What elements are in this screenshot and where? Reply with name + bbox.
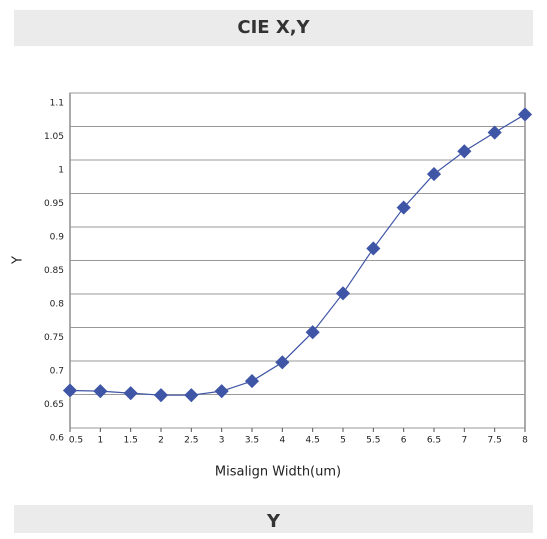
data-point bbox=[93, 384, 108, 399]
data-point bbox=[517, 107, 533, 122]
data-point bbox=[335, 286, 351, 301]
x-tick-label: 7 bbox=[461, 436, 467, 446]
data-point bbox=[366, 241, 381, 256]
data-point bbox=[396, 200, 411, 215]
x-tick-label: 6.5 bbox=[427, 436, 441, 446]
x-axis-label: Misalign Width(um) bbox=[215, 465, 341, 480]
series-line bbox=[69, 113, 526, 396]
x-tick-label: 2 bbox=[158, 436, 164, 446]
y-tick-label: 0.8 bbox=[50, 300, 65, 310]
x-tick-label: 3.5 bbox=[245, 436, 259, 446]
x-tick-label: 1 bbox=[97, 436, 103, 446]
y-tick-label: 0.65 bbox=[44, 400, 64, 410]
data-point bbox=[487, 125, 502, 140]
data-point bbox=[62, 383, 78, 398]
data-point bbox=[305, 325, 320, 340]
y-tick-label: 0.6 bbox=[50, 434, 65, 444]
data-point bbox=[184, 388, 199, 403]
y-axis-label: Y bbox=[11, 256, 26, 265]
x-tick-label: 6 bbox=[401, 436, 407, 446]
x-tick-label: 5 bbox=[340, 436, 346, 446]
x-tick-label: 0.5 bbox=[69, 436, 83, 446]
data-point bbox=[457, 144, 472, 159]
data-point bbox=[244, 374, 260, 389]
y-tick-label: 0.9 bbox=[50, 233, 65, 243]
y-tick-label: 0.75 bbox=[44, 333, 64, 343]
x-tick-label: 3 bbox=[219, 436, 225, 446]
x-tick-label: 8 bbox=[522, 436, 528, 446]
x-tick-label: 2.5 bbox=[184, 436, 198, 446]
y-tick-label: 1 bbox=[58, 166, 64, 176]
x-tick-label: 4.5 bbox=[306, 436, 320, 446]
y-tick-label: 0.85 bbox=[44, 266, 64, 276]
y-tick-label: 0.95 bbox=[44, 199, 64, 209]
x-tick-label: 1.5 bbox=[124, 436, 138, 446]
data-point bbox=[123, 386, 138, 401]
data-point bbox=[275, 355, 290, 370]
chart: Y Misalign Width(um) 0.6 0.65 0.7 0.75 0.8 0.… bbox=[11, 92, 533, 480]
header-title: CIE X,Y bbox=[14, 10, 533, 46]
footer-title: Y bbox=[14, 505, 533, 533]
x-tick-label: 5.5 bbox=[366, 436, 380, 446]
y-tick-label: 0.7 bbox=[50, 367, 64, 377]
y-tick-label: 1.05 bbox=[44, 132, 64, 142]
x-tick-label: 4 bbox=[279, 436, 285, 446]
data-point bbox=[153, 388, 169, 403]
y-tick-label: 1.1 bbox=[50, 99, 64, 109]
data-point bbox=[426, 166, 442, 182]
x-tick-label: 7.5 bbox=[488, 436, 502, 446]
data-point bbox=[214, 384, 229, 399]
